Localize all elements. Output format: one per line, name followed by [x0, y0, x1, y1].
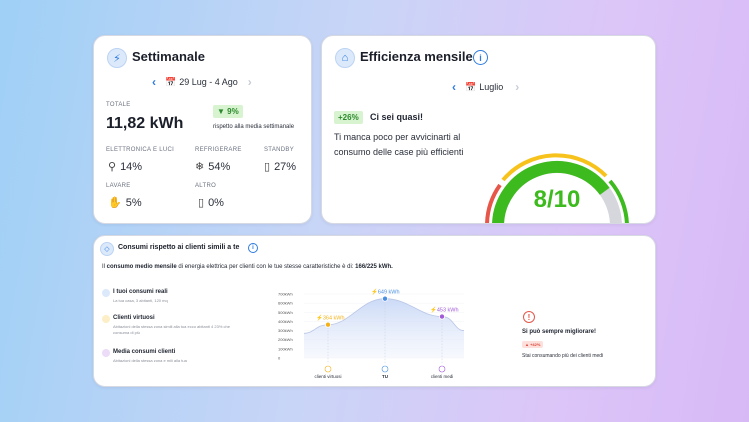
- category-value: ⚲ 14%: [108, 160, 143, 174]
- legend-dot-you: [102, 289, 110, 297]
- efficiency-text-line2: consumo delle case più efficienti: [334, 147, 464, 157]
- x-category-label: clienti medi: [431, 374, 454, 379]
- legend-sub: Abitazioni della stessa zona e mili alla…: [113, 358, 187, 363]
- point-icon: [438, 365, 446, 373]
- category-label: ALTRO: [195, 183, 217, 189]
- legend-dot-virtuous: [102, 315, 110, 323]
- plug-icon: ▯: [264, 161, 271, 173]
- comparison-title: Consumi rispetto ai clienti simili a te: [118, 244, 240, 251]
- consumption-chart: 700kWh 600kWh 500kWh 400kWh 300kWh 200kWh 100k…: [278, 289, 465, 379]
- info-icon[interactable]: i: [248, 243, 258, 253]
- next-month-button[interactable]: ›: [515, 80, 520, 94]
- comparison-card: ◇ Consumi rispetto ai clienti simili a t…: [93, 235, 656, 387]
- total-label: TOTALE: [106, 102, 131, 108]
- data-point: [325, 321, 332, 328]
- category-value: ✋ 5%: [108, 196, 142, 210]
- efficiency-headline: Ci sei quasi!: [370, 112, 424, 122]
- efficiency-gauge: [485, 153, 629, 223]
- gauge-green-arc: [608, 179, 629, 223]
- legend-title: Media consumi clienti: [113, 349, 176, 355]
- y-tick-label: 400kWh: [278, 319, 293, 324]
- category-label: LAVARE: [106, 183, 131, 189]
- legend-dot-average: [102, 349, 110, 357]
- lamp-icon: ⚲: [108, 161, 117, 173]
- category-label: STANDBY: [264, 147, 294, 153]
- efficiency-text-line1: Ti manca poco per avvicinarti al: [334, 132, 461, 142]
- home-icon: ⌂: [335, 48, 355, 68]
- snowflake-icon: ❄: [195, 161, 205, 173]
- device-icon: ▯: [198, 197, 205, 209]
- category-value: ▯ 0%: [198, 196, 224, 210]
- data-point: [438, 313, 445, 320]
- data-label: ⚡649 kWh: [371, 289, 400, 296]
- week-navigation: ‹ 📅 29 Lug - 4 Ago ›: [152, 75, 252, 89]
- advice-text: Stai consumando più dei clienti medi: [522, 353, 604, 359]
- y-tick-label: 100kWh: [278, 346, 293, 351]
- efficiency-badge: +26%: [334, 111, 363, 124]
- data-label: ⚡364 kWh: [316, 315, 345, 322]
- info-icon[interactable]: i: [473, 50, 488, 65]
- advice-badge: ▲ +42%: [522, 341, 544, 348]
- prev-week-button[interactable]: ‹: [152, 75, 156, 89]
- efficiency-title: Efficienza mensile: [360, 49, 473, 64]
- prev-month-button[interactable]: ‹: [452, 80, 456, 94]
- lightning-icon: ⚡: [107, 48, 127, 68]
- week-range: 29 Lug - 4 Ago: [179, 77, 238, 87]
- calendar-icon: 📅: [465, 81, 477, 92]
- weekly-card: ⚡ Settimanale ‹ 📅 29 Lug - 4 Ago › TOTAL…: [93, 35, 312, 224]
- change-text: rispetto alla media settimanale: [213, 124, 295, 130]
- arrow-up-icon: ▲: [525, 342, 529, 347]
- y-tick-label: 300kWh: [278, 328, 293, 333]
- x-category-label: clienti virtuosi: [314, 374, 341, 379]
- compare-icon: ◇: [100, 242, 114, 256]
- y-tick-label: 500kWh: [278, 310, 293, 315]
- y-tick-label: 200kWh: [278, 337, 293, 342]
- legend-title: Clienti virtuosi: [113, 315, 155, 321]
- efficiency-score: 8/10: [533, 186, 581, 213]
- y-tick-label: 0: [278, 356, 281, 361]
- category-label: ELETTRONICA E LUCI: [106, 147, 175, 153]
- gauge-fill: [492, 161, 610, 223]
- legend-sub: La tua casa, 3 abitanti, 120 mq: [113, 298, 168, 303]
- change-badge: ▼ 9%: [213, 105, 243, 118]
- y-tick-label: 600kWh: [278, 301, 293, 306]
- comparison-intro: Il consumo medio mensile di energia elet…: [102, 264, 393, 270]
- gauge-red-arc: [485, 183, 502, 223]
- total-value: 11,82 kWh: [106, 115, 184, 132]
- month-label: Luglio: [479, 82, 504, 92]
- point-icon: [381, 365, 389, 373]
- next-week-button[interactable]: ›: [247, 75, 252, 89]
- arrow-down-icon: ▼: [217, 107, 225, 116]
- y-tick-label: 700kWh: [278, 292, 293, 297]
- weekly-title: Settimanale: [132, 49, 205, 64]
- data-point: [382, 295, 389, 302]
- gauge-yellow-arc: [501, 153, 608, 182]
- advice-title: Si può sempre migliorare!: [522, 329, 597, 335]
- category-value: ▯ 27%: [264, 160, 297, 174]
- month-navigation: ‹ 📅 Luglio ›: [452, 80, 519, 94]
- legend-sub: Abitazioni della stessa zona simili alla…: [113, 324, 230, 335]
- warning-icon: !: [523, 311, 535, 323]
- data-label: ⚡453 kWh: [430, 307, 459, 314]
- chart-area: [304, 298, 464, 358]
- washing-icon: ✋: [108, 197, 122, 209]
- category-label: REFRIGERARE: [195, 147, 242, 153]
- legend-title: I tuoi consumi reali: [113, 289, 168, 295]
- x-category-label: TU: [382, 374, 388, 379]
- calendar-icon: 📅: [165, 76, 177, 87]
- efficiency-card: ⌂ Efficienza mensile i ‹ 📅 Luglio › +26%…: [321, 35, 656, 224]
- point-icon: [324, 365, 332, 373]
- category-value: ❄ 54%: [195, 160, 231, 174]
